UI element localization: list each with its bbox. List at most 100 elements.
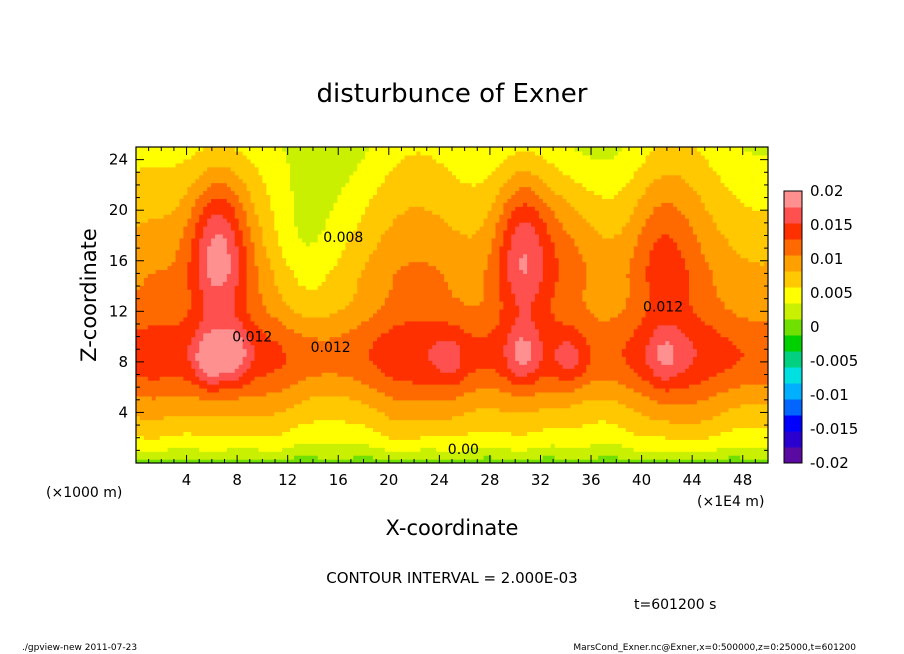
field-cell xyxy=(503,407,508,413)
field-cell xyxy=(404,423,410,429)
field-cell xyxy=(163,403,169,409)
field-cell xyxy=(436,439,441,444)
field-cell xyxy=(606,372,611,377)
field-cell xyxy=(507,431,512,436)
field-cell xyxy=(689,403,694,409)
field-cell xyxy=(606,407,611,413)
field-cell xyxy=(376,356,382,361)
field-cell xyxy=(459,431,465,436)
field-cell xyxy=(752,427,757,432)
field-cell xyxy=(531,403,536,409)
field-cell xyxy=(258,415,263,421)
field-cell xyxy=(171,340,177,346)
field-cell xyxy=(681,360,686,365)
field-cell xyxy=(685,352,690,357)
field-cell xyxy=(274,427,279,432)
field-cell xyxy=(590,439,595,444)
field-cell xyxy=(495,387,500,393)
field-cell xyxy=(487,399,493,405)
field-cell xyxy=(637,360,643,365)
field-cell xyxy=(606,431,611,436)
field-cell xyxy=(207,399,212,405)
field-cell xyxy=(760,403,765,409)
field-cell xyxy=(637,451,643,456)
field-cell xyxy=(376,411,382,417)
field-cell xyxy=(203,376,208,381)
field-cell xyxy=(254,360,260,365)
field-cell xyxy=(226,407,232,413)
field-cell xyxy=(396,407,402,413)
field-cell xyxy=(254,415,260,421)
field-cell xyxy=(175,391,181,397)
field-cell xyxy=(416,387,421,393)
field-cell xyxy=(487,419,493,425)
field-cell xyxy=(286,340,291,346)
field-cell xyxy=(586,435,591,440)
field-cell xyxy=(463,344,469,350)
field-cell xyxy=(562,340,568,346)
field-cell xyxy=(566,411,572,417)
field-cell xyxy=(562,364,568,369)
field-cell xyxy=(412,376,418,381)
field-cell xyxy=(353,384,358,389)
field-cell xyxy=(444,439,449,444)
field-cell xyxy=(444,340,449,346)
field-cell xyxy=(637,435,643,440)
field-cell xyxy=(495,356,500,361)
field-cell xyxy=(645,407,651,413)
field-cell xyxy=(712,344,718,350)
field-cell xyxy=(159,368,165,373)
field-cell xyxy=(574,443,579,448)
field-cell xyxy=(143,368,149,373)
field-cell xyxy=(380,384,386,389)
field-cell xyxy=(183,451,188,456)
field-cell xyxy=(159,431,165,436)
field-cell xyxy=(673,368,678,373)
field-cell xyxy=(396,368,402,373)
field-cell xyxy=(483,368,489,373)
field-cell xyxy=(649,376,655,381)
field-cell xyxy=(625,435,631,440)
field-cell xyxy=(187,352,192,357)
field-cell xyxy=(408,372,414,377)
field-cell xyxy=(203,356,208,361)
field-cell xyxy=(554,447,560,452)
field-cell xyxy=(222,380,228,385)
field-cell xyxy=(246,391,252,397)
field-cell xyxy=(171,399,177,405)
field-cell xyxy=(187,419,192,425)
field-cell xyxy=(325,368,331,373)
field-cell xyxy=(151,348,157,353)
field-cell xyxy=(274,344,279,350)
field-cell xyxy=(365,364,370,369)
field-cell xyxy=(187,443,192,448)
field-cell xyxy=(167,443,173,448)
field-cell xyxy=(175,443,181,448)
field-cell xyxy=(155,447,161,452)
field-cell xyxy=(700,419,706,425)
field-cell xyxy=(226,348,232,353)
field-cell xyxy=(562,368,568,373)
field-cell xyxy=(163,376,169,381)
field-cell xyxy=(262,435,267,440)
field-cell xyxy=(740,384,745,389)
field-cell xyxy=(183,455,188,460)
field-cell xyxy=(681,344,686,350)
field-cell xyxy=(558,443,564,448)
field-cell xyxy=(621,395,627,401)
field-cell xyxy=(258,403,263,409)
field-cell xyxy=(254,455,260,460)
field-cell xyxy=(724,384,730,389)
field-cell xyxy=(455,360,461,365)
field-cell xyxy=(637,455,643,460)
field-cell xyxy=(467,376,473,381)
field-cell xyxy=(155,395,161,401)
field-cell xyxy=(704,340,710,346)
field-cell xyxy=(246,447,252,452)
field-cell xyxy=(669,435,674,440)
field-cell xyxy=(665,387,670,393)
field-cell xyxy=(613,387,619,393)
field-cell xyxy=(163,431,169,436)
field-cell xyxy=(696,403,702,409)
field-cell xyxy=(412,407,418,413)
